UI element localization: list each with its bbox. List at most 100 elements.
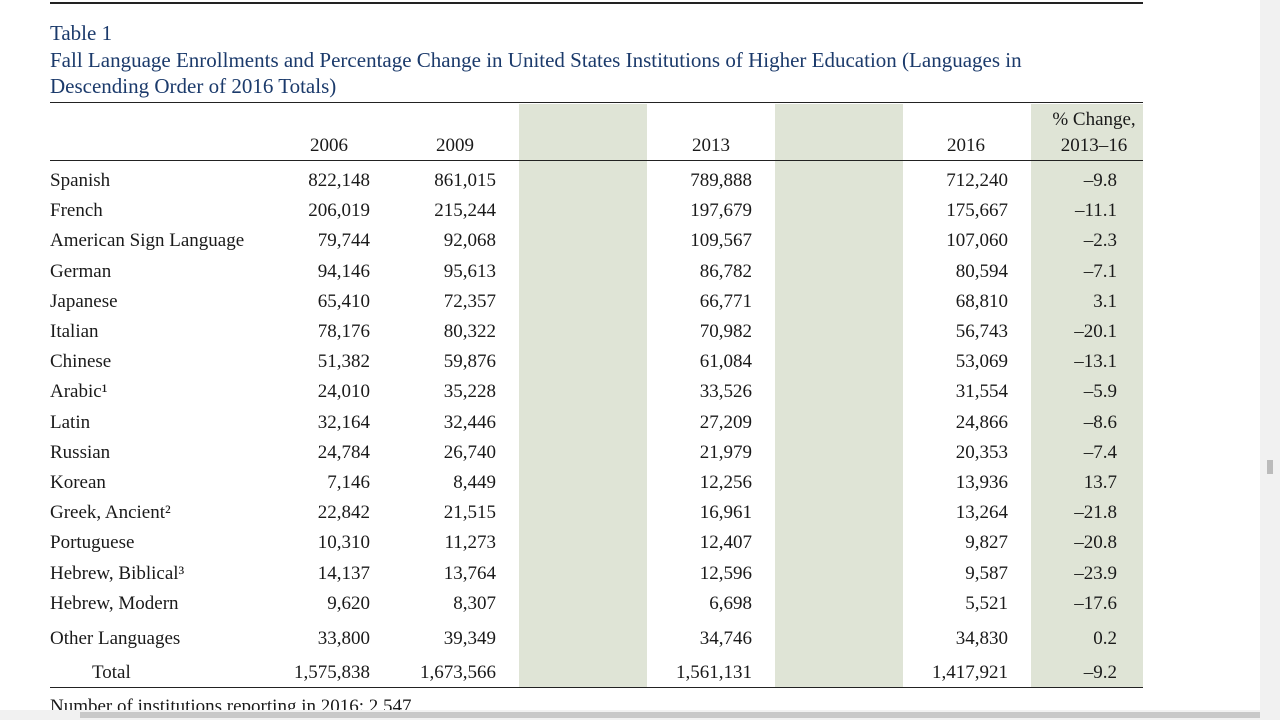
row-label: Arabic¹ bbox=[50, 381, 108, 403]
cell-value: 109,567 bbox=[690, 230, 752, 252]
cell-value: –13.1 bbox=[1074, 351, 1117, 373]
row-label: Hebrew, Biblical³ bbox=[50, 562, 185, 584]
cell-value: 72,357 bbox=[443, 290, 496, 312]
row-label: Other Languages bbox=[50, 627, 181, 649]
cell-value: 6,698 bbox=[709, 592, 752, 614]
cell-value: –9.8 bbox=[1083, 170, 1117, 191]
cell-value: 33,526 bbox=[699, 381, 752, 403]
cell-value: 92,068 bbox=[443, 230, 496, 252]
cell-value: 31,554 bbox=[955, 381, 1008, 403]
cell-value: 206,019 bbox=[308, 200, 370, 222]
cell-value: 86,782 bbox=[699, 260, 752, 282]
cell-value: 66,771 bbox=[699, 290, 752, 312]
column-header: 2013 bbox=[692, 135, 730, 156]
cell-value: 68,810 bbox=[955, 290, 1008, 312]
cell-value: 24,784 bbox=[317, 441, 370, 463]
cell-value: –23.9 bbox=[1074, 562, 1117, 584]
cell-value: –7.1 bbox=[1083, 260, 1117, 282]
shaded-column bbox=[1031, 104, 1143, 688]
cell-value: 53,069 bbox=[955, 351, 1008, 373]
cell-value: 79,744 bbox=[317, 230, 370, 252]
column-header: 2016 bbox=[947, 135, 985, 156]
header-bottom-rule bbox=[50, 160, 1143, 161]
cell-value: 13,264 bbox=[955, 502, 1008, 524]
cell-value: 56,743 bbox=[955, 321, 1008, 342]
shaded-column bbox=[519, 104, 647, 688]
cell-value: –8.6 bbox=[1083, 411, 1117, 433]
cell-value: 1,673,566 bbox=[420, 662, 496, 683]
cell-value: 8,307 bbox=[453, 592, 496, 614]
cell-value: 21,979 bbox=[699, 441, 752, 463]
row-label: Total bbox=[92, 662, 131, 683]
cell-value: 21,515 bbox=[443, 502, 496, 524]
vertical-scrollbar[interactable] bbox=[1260, 0, 1280, 710]
cell-value: 22,842 bbox=[317, 502, 370, 524]
cell-value: 35,228 bbox=[443, 381, 496, 403]
cell-value: 3.1 bbox=[1093, 290, 1117, 312]
cell-value: 215,244 bbox=[434, 200, 496, 222]
cell-value: 175,667 bbox=[946, 200, 1008, 222]
row-label: French bbox=[50, 200, 103, 222]
cell-value: 20,353 bbox=[955, 441, 1008, 463]
row-label: Japanese bbox=[50, 290, 118, 312]
table-heading: Fall Language Enrollments and Percentage… bbox=[50, 48, 1022, 98]
cell-value: 34,746 bbox=[699, 627, 752, 649]
row-label: Portuguese bbox=[50, 532, 135, 554]
row-label: Greek, Ancient² bbox=[50, 502, 171, 524]
cell-value: 39,349 bbox=[443, 627, 496, 649]
cell-value: 33,800 bbox=[317, 627, 370, 649]
cell-value: 861,015 bbox=[434, 170, 496, 191]
cell-value: 12,407 bbox=[699, 532, 752, 554]
cell-value: 7,146 bbox=[327, 472, 370, 493]
cell-value: 78,176 bbox=[317, 321, 370, 342]
cell-value: 9,620 bbox=[327, 592, 370, 614]
cell-value: 80,322 bbox=[443, 321, 496, 342]
cell-value: 12,596 bbox=[699, 562, 752, 584]
top-rule bbox=[50, 2, 1143, 4]
cell-value: 32,164 bbox=[317, 411, 370, 433]
row-label: Hebrew, Modern bbox=[50, 592, 179, 614]
cell-value: 70,982 bbox=[699, 321, 752, 342]
cell-value: 59,876 bbox=[443, 351, 496, 373]
scroll-thumb[interactable] bbox=[1267, 460, 1273, 474]
cell-value: 65,410 bbox=[317, 290, 370, 312]
cell-value: 789,888 bbox=[690, 170, 752, 191]
scroll-thumb[interactable] bbox=[80, 712, 1260, 718]
cell-value: 34,830 bbox=[955, 627, 1008, 649]
cell-value: 1,575,838 bbox=[294, 662, 370, 683]
cell-value: –2.3 bbox=[1083, 230, 1117, 252]
cell-value: –7.4 bbox=[1083, 441, 1117, 463]
total-rule bbox=[50, 687, 1143, 688]
cell-value: 1,417,921 bbox=[932, 662, 1008, 683]
row-label: Korean bbox=[50, 472, 106, 493]
column-header: 2006 bbox=[310, 135, 348, 156]
cell-value: 9,827 bbox=[965, 532, 1008, 554]
cell-value: 0.2 bbox=[1093, 627, 1117, 649]
horizontal-scrollbar[interactable] bbox=[0, 710, 1280, 720]
cell-value: 80,594 bbox=[955, 260, 1008, 282]
cell-value: –17.6 bbox=[1074, 592, 1117, 614]
cell-value: 94,146 bbox=[317, 260, 370, 282]
cell-value: 51,382 bbox=[317, 351, 370, 373]
cell-value: 27,209 bbox=[699, 411, 752, 433]
cell-value: 95,613 bbox=[443, 260, 496, 282]
cell-value: –5.9 bbox=[1083, 381, 1117, 403]
cell-value: 1,561,131 bbox=[676, 662, 752, 683]
cell-value: 712,240 bbox=[946, 170, 1008, 191]
table-label: Table 1 bbox=[50, 21, 113, 45]
cell-value: 16,961 bbox=[699, 502, 752, 524]
cell-value: 822,148 bbox=[308, 170, 370, 191]
cell-value: 24,010 bbox=[317, 381, 370, 403]
cell-value: –20.1 bbox=[1074, 321, 1117, 342]
cell-value: 61,084 bbox=[699, 351, 752, 373]
cell-value: 24,866 bbox=[955, 411, 1008, 433]
cell-value: 13,936 bbox=[955, 472, 1008, 493]
cell-value: –11.1 bbox=[1074, 200, 1117, 222]
cell-value: 13,764 bbox=[443, 562, 496, 584]
cell-value: 11,273 bbox=[444, 532, 496, 554]
row-label: American Sign Language bbox=[50, 230, 245, 252]
cell-value: 10,310 bbox=[317, 532, 370, 554]
cell-value: 5,521 bbox=[965, 592, 1008, 614]
row-label: Russian bbox=[50, 441, 111, 463]
